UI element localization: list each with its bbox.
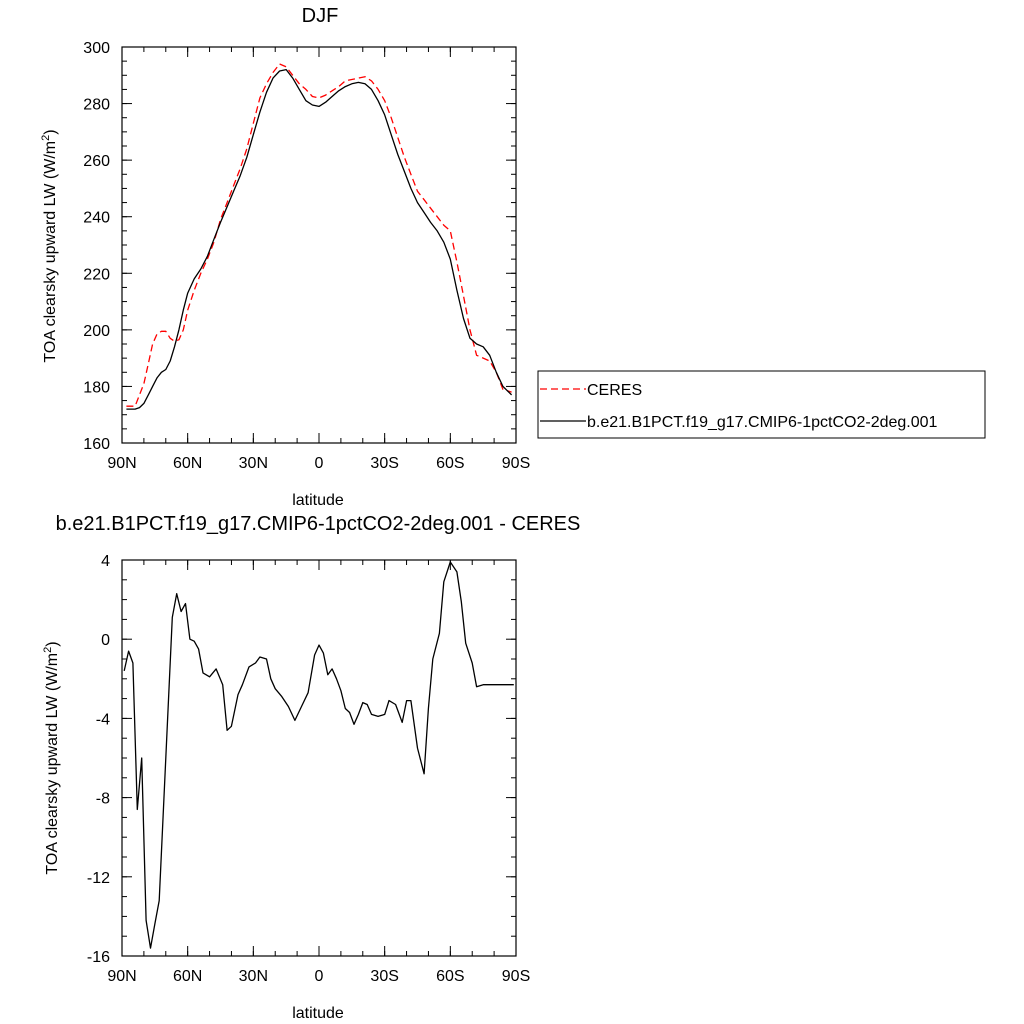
y-axis-label-close: ) bbox=[44, 641, 61, 646]
legend-label-ceres: CERES bbox=[587, 382, 642, 399]
chart-difference: b.e21.B1PCT.f19_g17.CMIP6-1pctCO2-2deg.0… bbox=[42, 513, 580, 1022]
y-tick-label: 300 bbox=[83, 40, 110, 57]
x-tick-label: 0 bbox=[315, 455, 324, 472]
series-line-model bbox=[126, 68, 513, 410]
y-axis-label-superscript: 2 bbox=[40, 135, 52, 141]
y-tick-label: 160 bbox=[83, 436, 110, 453]
x-axis-label: latitude bbox=[292, 492, 344, 509]
y-tick-label: 260 bbox=[83, 153, 110, 170]
y-tick-label: 280 bbox=[83, 97, 110, 114]
plot-area: 90N 60N 30N 0 30S 60S 90S 160 180 200 220 240 260 280… bbox=[83, 40, 530, 472]
x-tick-label: 0 bbox=[315, 968, 324, 985]
x-tick-label: 60N bbox=[173, 968, 202, 985]
y-tick-label: 220 bbox=[83, 266, 110, 283]
y-tick-label: 200 bbox=[83, 323, 110, 340]
y-tick-label: -12 bbox=[87, 870, 110, 887]
x-tick-label: 90N bbox=[107, 455, 136, 472]
y-tick-label: 180 bbox=[83, 379, 110, 396]
x-tick-label: 30S bbox=[370, 968, 398, 985]
x-tick-label: 90N bbox=[107, 968, 136, 985]
chart-title: b.e21.B1PCT.f19_g17.CMIP6-1pctCO2-2deg.0… bbox=[56, 513, 581, 535]
chart-title: DJF bbox=[302, 5, 339, 27]
y-axis-label: TOA clearsky upward LW (W/m2) bbox=[40, 129, 59, 362]
x-tick-label: 30S bbox=[370, 455, 398, 472]
y-axis-label-text: TOA clearsky upward LW (W/m bbox=[44, 653, 61, 875]
x-tick-label: 60S bbox=[436, 455, 464, 472]
x-tick-label: 60S bbox=[436, 968, 464, 985]
x-tick-label: 90S bbox=[502, 968, 530, 985]
y-tick-label: 4 bbox=[101, 553, 110, 570]
x-tick-label: 30N bbox=[239, 455, 268, 472]
chart-djf: DJF 90N 60N 30N 0 30S 60S 90S 160 180 200 220 240 26… bbox=[40, 5, 530, 509]
y-axis-label-text: TOA clearsky upward LW (W/m bbox=[42, 141, 59, 363]
legend-label-model: b.e21.B1PCT.f19_g17.CMIP6-1pctCO2-2deg.0… bbox=[587, 414, 938, 431]
y-tick-label: 240 bbox=[83, 210, 110, 227]
series-line-model bbox=[123, 561, 514, 949]
y-axis-label-superscript: 2 bbox=[42, 647, 54, 653]
y-axis-label-close: ) bbox=[42, 129, 59, 134]
x-tick-label: 60N bbox=[173, 455, 202, 472]
legend-frame bbox=[537, 370, 986, 439]
plot-frame bbox=[121, 559, 517, 957]
y-tick-label: -8 bbox=[96, 791, 110, 808]
x-tick-label: 30N bbox=[239, 968, 268, 985]
plot-area: 90N 60N 30N 0 30S 60S 90S -16 -12 -8 -4 0 4 bbox=[87, 553, 530, 985]
y-tick-label: 0 bbox=[101, 632, 110, 649]
y-tick-label: -16 bbox=[87, 949, 110, 966]
y-axis-label: TOA clearsky upward LW (W/m2) bbox=[42, 641, 61, 874]
legend: CERES b.e21.B1PCT.f19_g17.CMIP6-1pctCO2-… bbox=[537, 370, 986, 439]
series-line-ceres bbox=[126, 63, 512, 407]
x-tick-label: 90S bbox=[502, 455, 530, 472]
y-tick-label: -4 bbox=[96, 711, 110, 728]
x-axis-label: latitude bbox=[292, 1005, 344, 1022]
